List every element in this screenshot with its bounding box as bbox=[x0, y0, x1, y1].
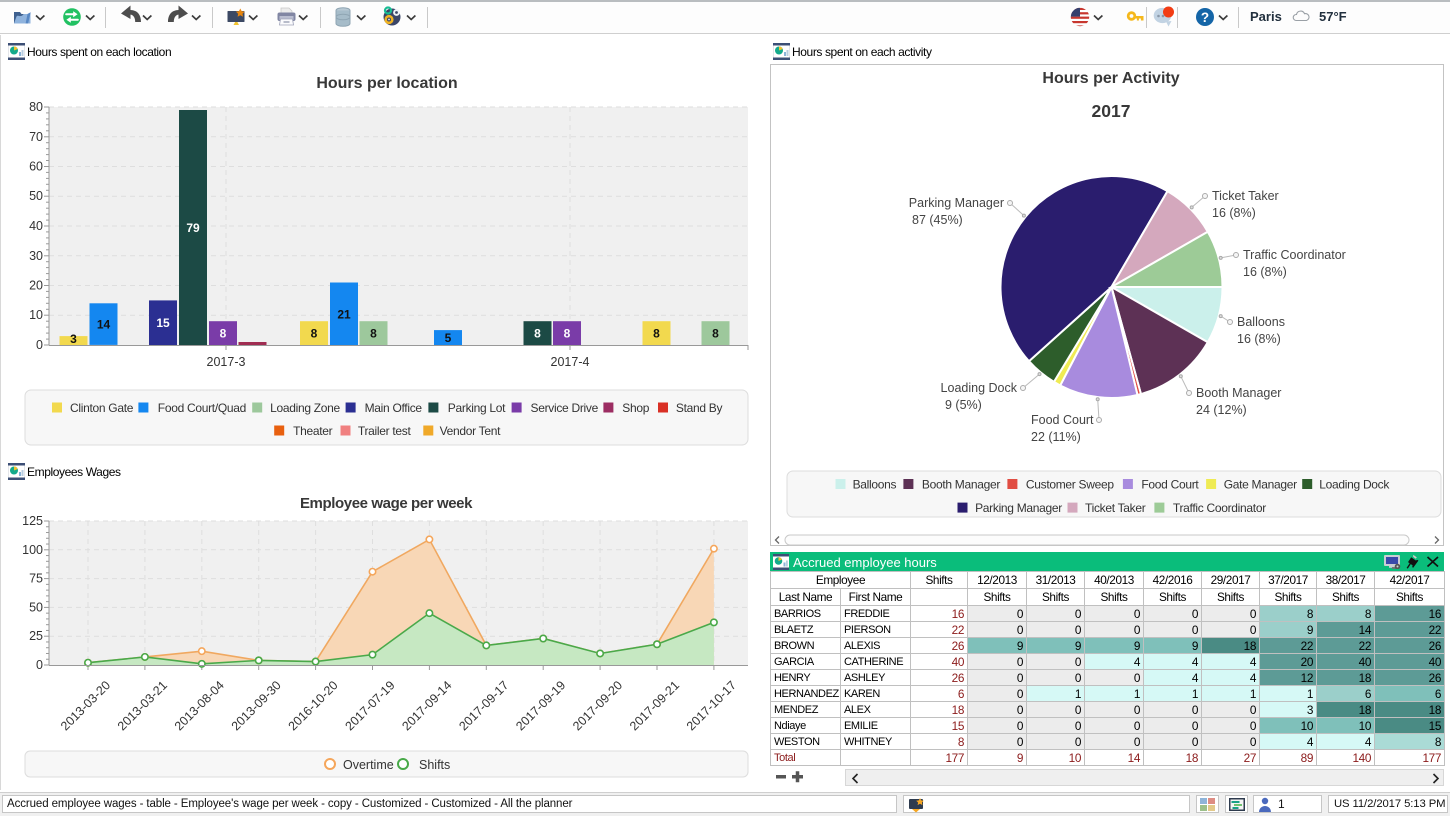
svg-text:Gate Manager: Gate Manager bbox=[1224, 478, 1297, 492]
svg-text:60: 60 bbox=[29, 160, 43, 174]
svg-text:Booth Manager: Booth Manager bbox=[1196, 386, 1281, 400]
svg-text:75: 75 bbox=[29, 572, 43, 586]
svg-text:2017-3: 2017-3 bbox=[207, 355, 246, 369]
svg-text:Parking Manager: Parking Manager bbox=[909, 196, 1004, 210]
svg-text:Trailer test: Trailer test bbox=[358, 424, 412, 438]
svg-text:Employee wage per week: Employee wage per week bbox=[300, 495, 473, 512]
svg-text:2017: 2017 bbox=[1092, 101, 1131, 121]
svg-text:Shop: Shop bbox=[622, 401, 649, 415]
svg-text:Shifts: Shifts bbox=[419, 758, 450, 772]
svg-text:16 (8%): 16 (8%) bbox=[1243, 265, 1287, 279]
svg-text:Balloons: Balloons bbox=[1237, 315, 1285, 329]
svg-text:Hours per Activity: Hours per Activity bbox=[1042, 70, 1179, 87]
svg-text:Stand By: Stand By bbox=[676, 401, 723, 415]
svg-text:80: 80 bbox=[29, 100, 43, 114]
svg-text:2013-09-30: 2013-09-30 bbox=[229, 678, 284, 733]
svg-text:2017-07-19: 2017-07-19 bbox=[343, 678, 398, 733]
svg-text:Service Drive: Service Drive bbox=[531, 401, 599, 415]
svg-text:2017-09-21: 2017-09-21 bbox=[627, 678, 682, 733]
svg-text:Traffic Coordinator: Traffic Coordinator bbox=[1243, 248, 1346, 262]
svg-text:Booth Manager: Booth Manager bbox=[922, 478, 1000, 492]
svg-text:Parking Lot: Parking Lot bbox=[448, 401, 506, 415]
svg-text:30: 30 bbox=[29, 249, 43, 263]
svg-text:21: 21 bbox=[337, 307, 351, 321]
svg-text:2017-09-17: 2017-09-17 bbox=[456, 678, 511, 733]
svg-text:70: 70 bbox=[29, 130, 43, 144]
svg-text:Main Office: Main Office bbox=[365, 401, 423, 415]
svg-text:Food Court: Food Court bbox=[1141, 478, 1199, 492]
svg-text:15: 15 bbox=[156, 316, 170, 330]
svg-text:8: 8 bbox=[653, 327, 660, 341]
svg-text:3: 3 bbox=[70, 332, 77, 346]
svg-text:100: 100 bbox=[22, 543, 43, 557]
svg-text:2013-03-21: 2013-03-21 bbox=[115, 678, 170, 733]
svg-text:2017-10-17: 2017-10-17 bbox=[684, 678, 739, 733]
svg-text:2013-03-20: 2013-03-20 bbox=[58, 678, 113, 733]
svg-text:Vendor Tent: Vendor Tent bbox=[440, 424, 501, 438]
svg-text:Customer Sweep: Customer Sweep bbox=[1026, 478, 1114, 492]
svg-text:87 (45%): 87 (45%) bbox=[912, 213, 963, 227]
svg-text:0: 0 bbox=[36, 658, 43, 672]
svg-text:8: 8 bbox=[712, 327, 719, 341]
svg-text:Food Court/Quad: Food Court/Quad bbox=[158, 401, 246, 415]
svg-text:Hours per location: Hours per location bbox=[316, 75, 457, 92]
svg-text:16 (8%): 16 (8%) bbox=[1237, 332, 1281, 346]
svg-text:10: 10 bbox=[29, 308, 43, 322]
svg-text:2017-4: 2017-4 bbox=[551, 355, 590, 369]
svg-text:2017-09-20: 2017-09-20 bbox=[570, 678, 625, 733]
svg-text:?: ? bbox=[1201, 10, 1209, 25]
svg-text:5: 5 bbox=[445, 331, 452, 345]
svg-text:Loading Zone: Loading Zone bbox=[270, 401, 340, 415]
svg-text:Ticket Taker: Ticket Taker bbox=[1212, 189, 1279, 203]
svg-text:50: 50 bbox=[29, 189, 43, 203]
svg-text:24 (12%): 24 (12%) bbox=[1196, 403, 1247, 417]
svg-text:2017-09-14: 2017-09-14 bbox=[399, 678, 454, 733]
svg-text:9 (5%): 9 (5%) bbox=[945, 398, 982, 412]
svg-text:2013-08-04: 2013-08-04 bbox=[172, 678, 227, 733]
svg-text:Theater: Theater bbox=[293, 424, 333, 438]
svg-text:125: 125 bbox=[22, 514, 43, 528]
svg-text:Clinton Gate: Clinton Gate bbox=[70, 401, 134, 415]
svg-text:22 (11%): 22 (11%) bbox=[1031, 430, 1081, 444]
svg-text:2016-10-20: 2016-10-20 bbox=[286, 678, 341, 733]
svg-text:50: 50 bbox=[29, 600, 43, 614]
svg-text:8: 8 bbox=[564, 327, 571, 341]
svg-text:8: 8 bbox=[534, 327, 541, 341]
svg-text:Ticket Taker: Ticket Taker bbox=[1085, 501, 1146, 515]
svg-text:Parking Manager: Parking Manager bbox=[975, 501, 1062, 515]
svg-text:25: 25 bbox=[29, 629, 43, 643]
svg-text:8: 8 bbox=[311, 327, 318, 341]
svg-text:20: 20 bbox=[29, 279, 43, 293]
svg-text:Loading Dock: Loading Dock bbox=[941, 381, 1018, 395]
svg-text:16 (8%): 16 (8%) bbox=[1212, 206, 1256, 220]
svg-text:40: 40 bbox=[29, 219, 43, 233]
svg-text:0: 0 bbox=[36, 338, 43, 352]
svg-text:Balloons: Balloons bbox=[853, 478, 897, 492]
svg-text:8: 8 bbox=[220, 327, 227, 341]
svg-text:14: 14 bbox=[97, 318, 111, 332]
svg-text:Loading Dock: Loading Dock bbox=[1319, 478, 1390, 492]
svg-text:Overtime: Overtime bbox=[343, 758, 394, 772]
svg-text:Traffic Coordinator: Traffic Coordinator bbox=[1173, 501, 1266, 515]
svg-text:79: 79 bbox=[186, 221, 200, 235]
svg-text:2017-09-19: 2017-09-19 bbox=[513, 678, 568, 733]
svg-text:8: 8 bbox=[370, 327, 377, 341]
svg-text:Food Court: Food Court bbox=[1031, 413, 1094, 427]
